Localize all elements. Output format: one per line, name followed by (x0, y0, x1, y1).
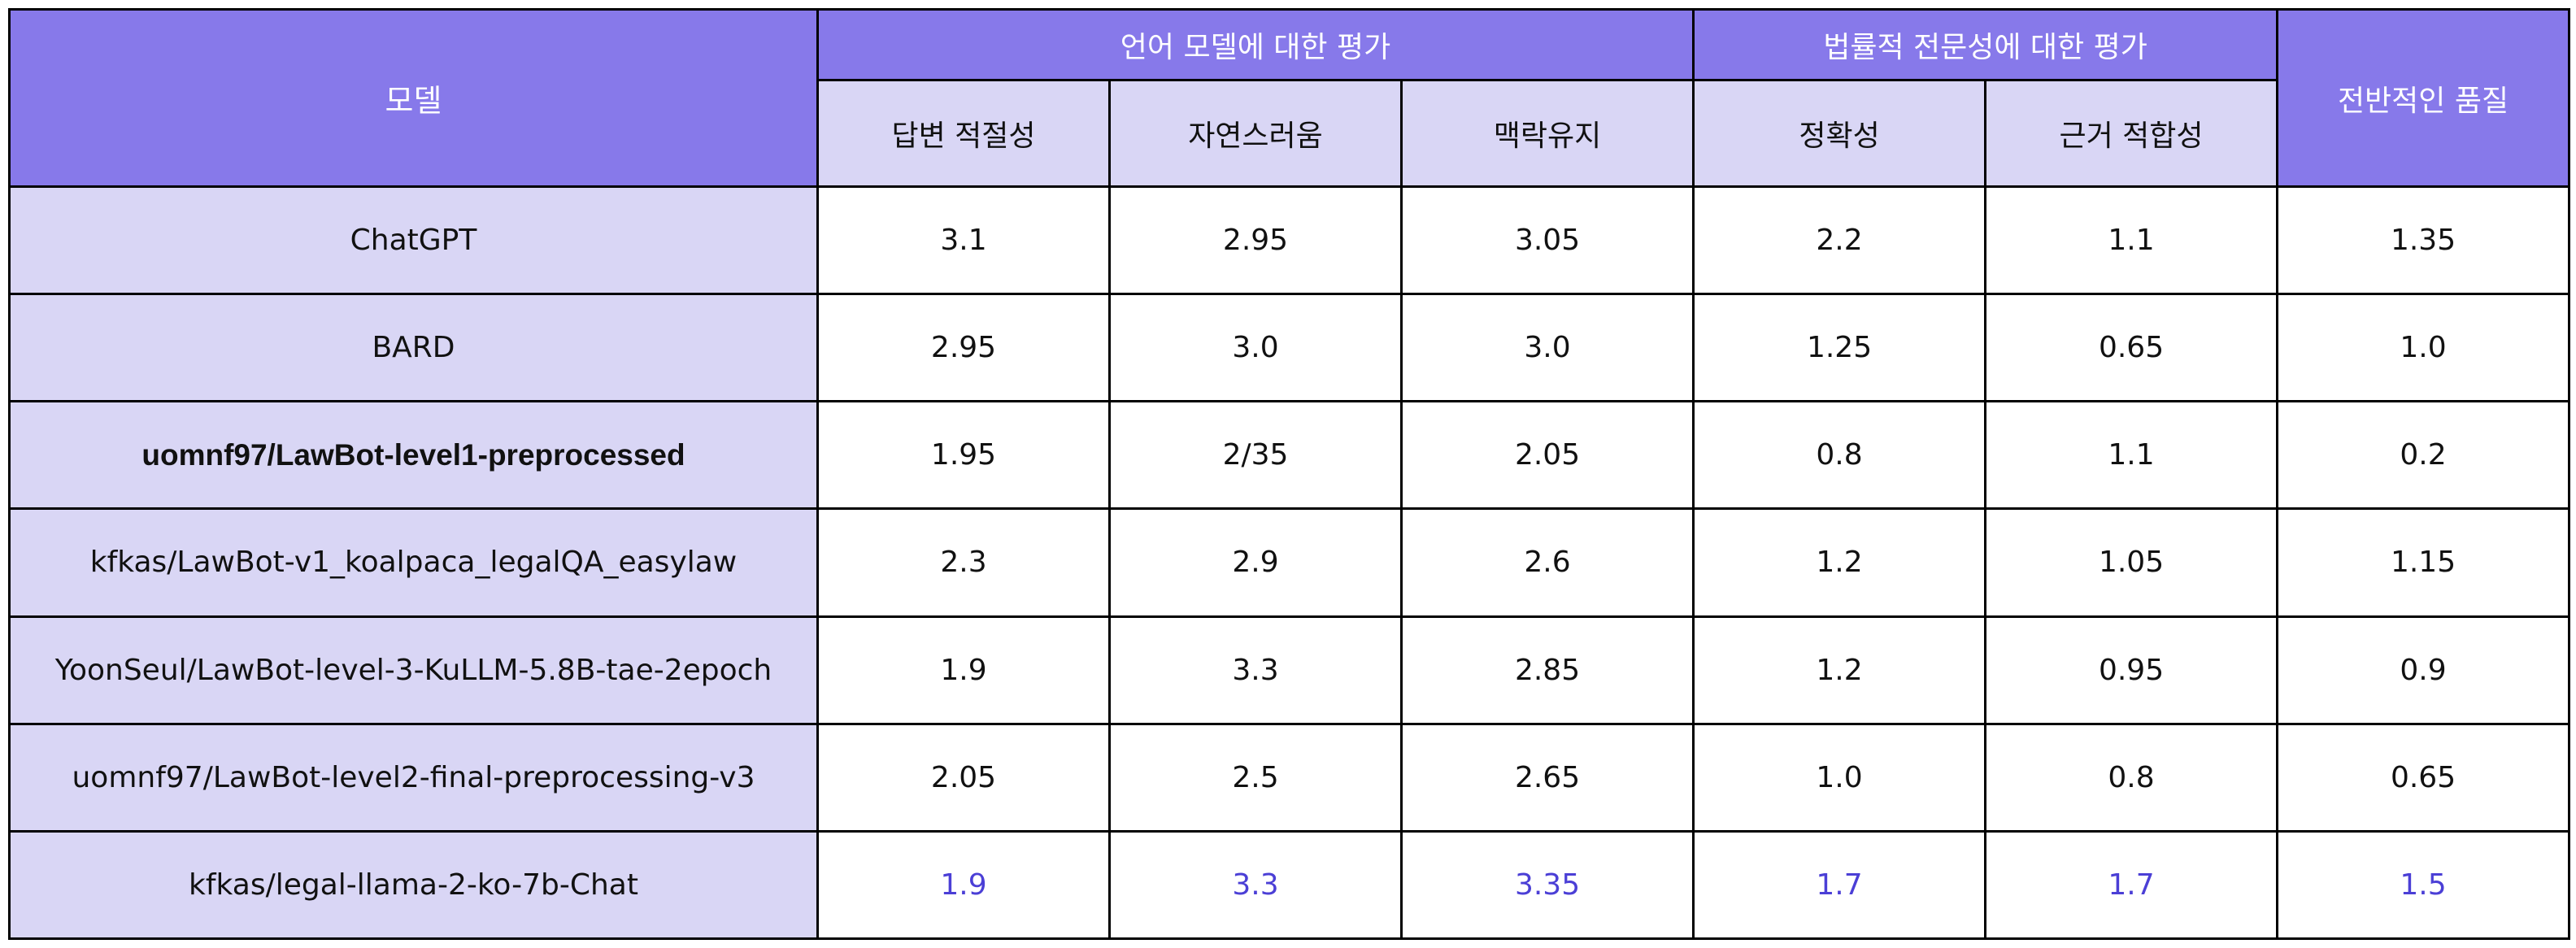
score-cell-overall-quality: 0.2 (2276, 400, 2571, 511)
header-naturalness: 자연스러움 (1108, 79, 1403, 188)
table-row: kfkas/LawBot-v1_koalpaca_legalQA_easylaw… (8, 507, 2571, 618)
header-group-language: 언어 모델에 대한 평가 (816, 8, 1695, 81)
table-row: uomnf97/LawBot-level2-final-preprocessin… (8, 722, 2571, 833)
score-cell-naturalness: 2.95 (1108, 185, 1403, 296)
model-name-cell: BARD (8, 293, 819, 403)
model-name-cell: YoonSeul/LawBot-level-3-KuLLM-5.8B-tae-2… (8, 615, 819, 725)
score-cell-answer-appropriateness: 2.05 (816, 722, 1111, 833)
score-cell-accuracy: 0.8 (1692, 400, 1987, 511)
score-cell-evidence-fitness: 0.95 (1984, 615, 2279, 725)
score-cell-context-keeping: 2.6 (1399, 507, 1695, 618)
header-evidence-fitness: 근거 적합성 (1984, 79, 2279, 188)
model-name-cell: uomnf97/LawBot-level1-preprocessed (8, 400, 819, 511)
header-accuracy: 정확성 (1692, 79, 1987, 188)
score-cell-evidence-fitness: 1.1 (1984, 185, 2279, 296)
table-row: ChatGPT 3.1 2.95 3.05 2.2 1.1 1.35 (8, 185, 2571, 296)
table-body: ChatGPT 3.1 2.95 3.05 2.2 1.1 1.35 BARD 2.95 3.0 3… (8, 185, 2571, 941)
score-cell-evidence-fitness: 0.65 (1984, 293, 2279, 403)
score-cell-naturalness: 2/35 (1108, 400, 1403, 511)
score-cell-overall-quality: 0.65 (2276, 722, 2571, 833)
score-cell-overall-quality: 0.9 (2276, 615, 2571, 725)
score-cell-accuracy: 1.2 (1692, 615, 1987, 725)
score-cell-evidence-fitness: 1.05 (1984, 507, 2279, 618)
score-cell-accuracy: 1.7 (1692, 829, 1987, 941)
header-model: 모델 (8, 8, 819, 188)
score-cell-naturalness: 2.5 (1108, 722, 1403, 833)
model-name-cell: uomnf97/LawBot-level2-final-preprocessin… (8, 722, 819, 833)
score-cell-overall-quality: 1.5 (2276, 829, 2571, 941)
header-overall-quality: 전반적인 품질 (2276, 8, 2571, 188)
header-group-legal: 법률적 전문성에 대한 평가 (1692, 8, 2279, 81)
score-cell-overall-quality: 1.0 (2276, 293, 2571, 403)
score-cell-answer-appropriateness: 1.9 (816, 829, 1111, 941)
score-cell-naturalness: 3.3 (1108, 829, 1403, 941)
score-cell-answer-appropriateness: 2.95 (816, 293, 1111, 403)
model-name-cell: ChatGPT (8, 185, 819, 296)
score-cell-evidence-fitness: 1.7 (1984, 829, 2279, 941)
table-row: uomnf97/LawBot-level1-preprocessed 1.95 2/… (8, 400, 2571, 511)
score-cell-overall-quality: 1.35 (2276, 185, 2571, 296)
score-cell-accuracy: 1.2 (1692, 507, 1987, 618)
score-cell-evidence-fitness: 1.1 (1984, 400, 2279, 511)
score-cell-context-keeping: 3.35 (1399, 829, 1695, 941)
score-cell-naturalness: 2.9 (1108, 507, 1403, 618)
evaluation-table-container: 모델 언어 모델에 대한 평가 법률적 전문성에 대한 평가 전반적인 품질 답… (8, 8, 2571, 941)
evaluation-table: 모델 언어 모델에 대한 평가 법률적 전문성에 대한 평가 전반적인 품질 답… (8, 8, 2571, 941)
header-answer-appropriateness: 답변 적절성 (816, 79, 1111, 188)
table-row: YoonSeul/LawBot-level-3-KuLLM-5.8B-tae-2… (8, 615, 2571, 725)
score-cell-accuracy: 1.0 (1692, 722, 1987, 833)
score-cell-context-keeping: 3.05 (1399, 185, 1695, 296)
score-cell-overall-quality: 1.15 (2276, 507, 2571, 618)
score-cell-answer-appropriateness: 1.95 (816, 400, 1111, 511)
score-cell-answer-appropriateness: 2.3 (816, 507, 1111, 618)
score-cell-context-keeping: 2.05 (1399, 400, 1695, 511)
model-name-cell: kfkas/LawBot-v1_koalpaca_legalQA_easylaw (8, 507, 819, 618)
table-row: BARD 2.95 3.0 3.0 1.25 0.65 1.0 (8, 293, 2571, 403)
score-cell-naturalness: 3.3 (1108, 615, 1403, 725)
table-row: kfkas/legal-llama-2-ko-7b-Chat 1.9 3.3 3.35… (8, 829, 2571, 941)
model-name-cell: kfkas/legal-llama-2-ko-7b-Chat (8, 829, 819, 941)
score-cell-answer-appropriateness: 3.1 (816, 185, 1111, 296)
score-cell-accuracy: 1.25 (1692, 293, 1987, 403)
score-cell-accuracy: 2.2 (1692, 185, 1987, 296)
score-cell-answer-appropriateness: 1.9 (816, 615, 1111, 725)
score-cell-context-keeping: 3.0 (1399, 293, 1695, 403)
score-cell-context-keeping: 2.65 (1399, 722, 1695, 833)
score-cell-context-keeping: 2.85 (1399, 615, 1695, 725)
score-cell-evidence-fitness: 0.8 (1984, 722, 2279, 833)
score-cell-naturalness: 3.0 (1108, 293, 1403, 403)
header-context-keeping: 맥락유지 (1399, 79, 1695, 188)
